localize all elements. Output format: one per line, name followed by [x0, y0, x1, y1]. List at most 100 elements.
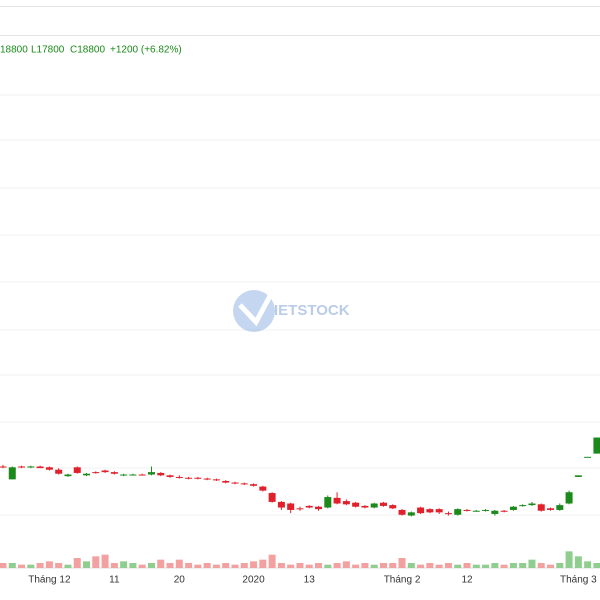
- volume-bar: [537, 563, 545, 568]
- candle-body: [444, 513, 452, 515]
- volume-bar: [324, 564, 332, 568]
- volume-bar: [584, 561, 592, 568]
- candle-body: [491, 510, 499, 514]
- volume-bar: [83, 561, 91, 568]
- watermark: IETSTOCK: [233, 290, 350, 332]
- x-tick-label: 11: [109, 575, 120, 586]
- volume-bar: [463, 563, 471, 568]
- volume-bar: [379, 563, 387, 568]
- candle-body: [203, 478, 211, 480]
- volume-bar: [509, 563, 517, 568]
- candle-body: [500, 510, 508, 512]
- volume-bar: [500, 564, 508, 568]
- candle-body: [296, 508, 304, 510]
- volume-bar: [426, 563, 434, 568]
- volume-bar: [0, 563, 7, 568]
- volume-bar: [175, 559, 183, 568]
- volume-bar: [259, 559, 267, 568]
- candle-body: [250, 484, 258, 486]
- x-tick-label: Tháng 12: [28, 575, 71, 586]
- candle-body: [18, 466, 26, 468]
- candle-body: [268, 493, 276, 502]
- candle-body: [277, 501, 285, 508]
- volume-bar: [296, 563, 304, 568]
- candle-body: [370, 503, 378, 508]
- candle-body: [138, 474, 146, 476]
- candle-body: [547, 508, 555, 510]
- x-tick-label: 13: [304, 575, 316, 586]
- volume-bar: [472, 564, 480, 568]
- candle-body: [129, 474, 137, 476]
- candle-body: [379, 502, 387, 506]
- volume-bar: [268, 554, 276, 568]
- x-tick-label: 20: [174, 575, 186, 586]
- volume-bar: [138, 564, 146, 568]
- header-high: 18800: [0, 45, 28, 56]
- toolbar: [0, 6, 600, 36]
- candle-body: [287, 503, 295, 510]
- candle-body: [175, 476, 183, 478]
- volume-bar: [315, 563, 323, 568]
- volume-bar: [519, 563, 527, 568]
- volume-bar: [185, 563, 193, 568]
- volume-bar: [45, 561, 53, 568]
- candle-body: [417, 507, 425, 514]
- volume-bar: [342, 561, 350, 568]
- volume-bar: [36, 563, 44, 568]
- volume-bar: [231, 564, 239, 568]
- candle-body: [73, 467, 81, 473]
- candle-body: [166, 475, 174, 477]
- candle-body: [361, 505, 369, 508]
- candle-body: [92, 472, 100, 474]
- grid: [0, 94, 600, 516]
- volume-bar: [27, 564, 35, 568]
- candle-body: [110, 472, 118, 474]
- volume-bar: [73, 558, 81, 568]
- candle-body: [407, 512, 415, 516]
- candle-body: [426, 509, 434, 513]
- x-tick-label: Tháng 2: [384, 575, 421, 586]
- candle-body: [435, 509, 443, 513]
- volume-bar: [333, 563, 341, 568]
- volume-bar: [222, 563, 230, 568]
- candle-body: [194, 477, 202, 479]
- candle-body: [398, 509, 406, 515]
- candle-body: [55, 469, 63, 474]
- volume-bar: [444, 563, 452, 568]
- candle-body: [352, 502, 360, 507]
- watermark-text: IETSTOCK: [274, 302, 350, 319]
- candle-body: [231, 482, 239, 484]
- volume-bar: [129, 563, 137, 568]
- candle-body: [537, 504, 545, 511]
- candle-body: [83, 473, 91, 476]
- candle-body: [8, 467, 16, 480]
- volume-bar: [565, 551, 573, 568]
- candle-body: [509, 506, 517, 510]
- candle-body: [315, 506, 323, 510]
- volume-bar: [110, 563, 118, 568]
- candle-body: [324, 497, 332, 508]
- volume-bar: [212, 564, 220, 568]
- volume-bar: [370, 564, 378, 568]
- volume-bar: [556, 563, 564, 568]
- candle-body: [482, 509, 490, 511]
- volume-bar: [64, 564, 72, 568]
- candle-body: [556, 505, 564, 510]
- volume-bar: [147, 563, 155, 568]
- candle-body: [584, 456, 592, 458]
- candle-body: [185, 477, 193, 479]
- x-tick-label: 12: [461, 575, 473, 586]
- volume-bar: [101, 554, 109, 568]
- volume-bar: [454, 564, 462, 568]
- x-tick-label: 2020: [242, 575, 265, 586]
- candle-body: [305, 505, 313, 508]
- candle-body: [342, 501, 350, 505]
- candle-body: [0, 466, 7, 468]
- candle-body: [463, 509, 471, 511]
- volume-bar: [389, 563, 397, 568]
- header-low: L17800: [31, 45, 65, 56]
- candle-body: [593, 437, 600, 454]
- candle-body: [45, 467, 53, 470]
